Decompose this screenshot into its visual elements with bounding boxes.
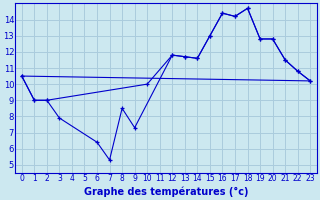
X-axis label: Graphe des températures (°c): Graphe des températures (°c) <box>84 186 248 197</box>
